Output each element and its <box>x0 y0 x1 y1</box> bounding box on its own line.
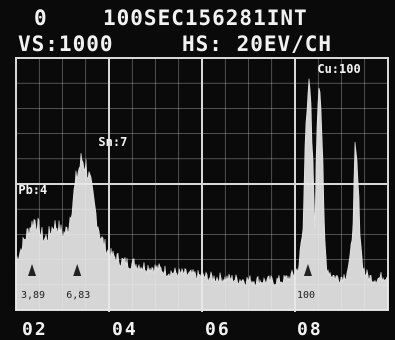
x-tick-label: 02 <box>22 319 48 340</box>
marker-label: 100 <box>297 290 315 301</box>
tick-band <box>0 312 395 340</box>
horizontal-scale-readout: HS: 20EV/CH <box>182 32 333 56</box>
marker-arrow <box>303 264 312 276</box>
marker-label: 6,83 <box>66 290 90 301</box>
peak-label: Sn:7 <box>98 135 127 149</box>
spectrum-trace <box>15 78 389 311</box>
peak-label: Cu:100 <box>317 62 360 76</box>
header-line-2: VS:1000 HS: 20EV/CH <box>0 32 395 56</box>
count-readout: 0 <box>34 6 48 30</box>
marker-arrow <box>73 264 82 276</box>
acquisition-readout: 100SEC156281INT <box>103 6 308 30</box>
x-tick-label: 08 <box>297 319 323 340</box>
header-line-1: 0 100SEC156281INT <box>0 6 395 30</box>
vertical-scale-readout: VS:1000 <box>18 32 114 56</box>
peak-label: Pb:4 <box>18 183 47 197</box>
x-tick-label: 06 <box>205 319 231 340</box>
marker-label: 3,89 <box>21 290 45 301</box>
marker-arrow <box>28 264 37 276</box>
x-tick-label: 04 <box>112 319 138 340</box>
